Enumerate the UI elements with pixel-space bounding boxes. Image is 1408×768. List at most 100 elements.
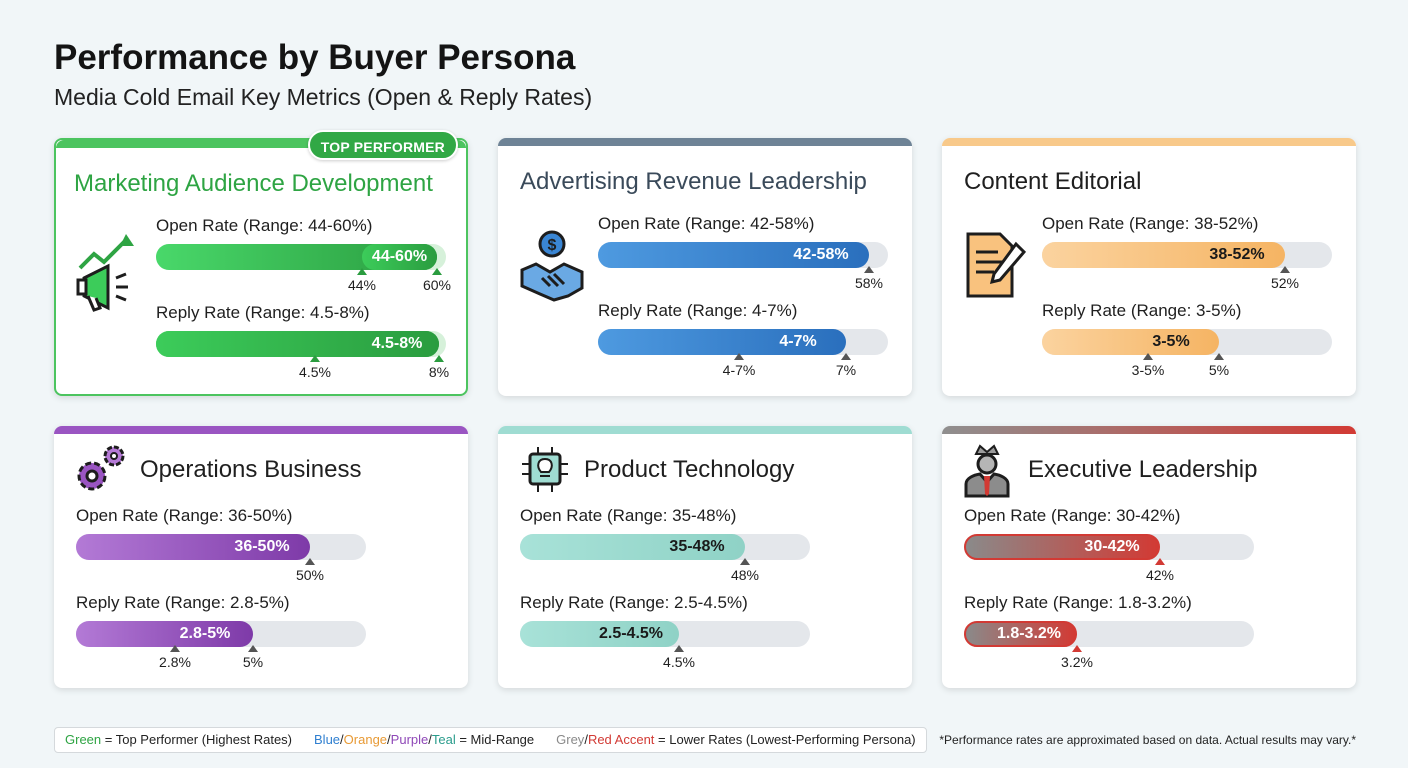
reply-rate-marker bbox=[1072, 645, 1082, 652]
footnote: *Performance rates are approximated base… bbox=[939, 733, 1356, 747]
card-accent-bar bbox=[498, 426, 912, 434]
open-rate-marker bbox=[1155, 558, 1165, 565]
reply-rate-label: Reply Rate (Range: 4.5-8%) bbox=[156, 303, 370, 322]
open-rate-tick-label: 42% bbox=[1145, 567, 1175, 583]
legend-sep: / bbox=[387, 732, 391, 747]
legend-green: Green bbox=[65, 732, 102, 747]
open-rate-track: 35-48% 48% bbox=[520, 534, 810, 583]
open-rate-tick-label: 60% bbox=[422, 277, 452, 293]
reply-rate-track: 2.8-5% 2.8% 5% bbox=[76, 621, 366, 670]
card-accent-bar bbox=[54, 426, 468, 434]
reply-rate-bar bbox=[964, 621, 1077, 647]
reply-rate-track: 1.8-3.2% 3.2% bbox=[964, 621, 1254, 670]
reply-rate-value: 2.8-5% bbox=[179, 625, 231, 642]
legend-sep: / bbox=[340, 732, 344, 747]
reply-rate-bar bbox=[76, 621, 253, 647]
open-rate-label: Open Rate (Range: 44-60%) bbox=[156, 216, 373, 235]
reply-rate-marker bbox=[248, 645, 258, 652]
gears-icon bbox=[74, 444, 128, 499]
reply-rate-tick-label: 2.8% bbox=[159, 654, 191, 670]
legend-teal: Teal bbox=[431, 732, 456, 747]
reply-rate-marker bbox=[434, 355, 444, 362]
reply-rate-track: 4.5-8% 4.5% 8% bbox=[156, 331, 449, 380]
card-accent-bar bbox=[942, 426, 1356, 434]
legend-red: Red Accent bbox=[587, 732, 655, 747]
legend-top-text: = Top Performer (Highest Rates) bbox=[101, 732, 293, 747]
svg-text:$: $ bbox=[548, 237, 557, 254]
open-rate-tick-label: 48% bbox=[730, 567, 760, 583]
persona-title: Content Editorial bbox=[964, 168, 1142, 195]
persona-title: Operations Business bbox=[140, 456, 362, 483]
legend-grey: Grey bbox=[556, 732, 585, 747]
open-rate-track: 38-52% 52% bbox=[1042, 242, 1332, 291]
legend-sep: / bbox=[584, 732, 588, 747]
reply-rate-bar bbox=[520, 621, 679, 647]
reply-rate-marker bbox=[310, 355, 320, 362]
open-rate-marker bbox=[1280, 266, 1290, 273]
crowned-executive-icon bbox=[962, 444, 1012, 503]
card-accent-bar bbox=[56, 140, 466, 148]
reply-rate-label: Reply Rate (Range: 3-5%) bbox=[1042, 301, 1242, 320]
reply-rate-value: 2.5-4.5% bbox=[598, 625, 664, 642]
reply-rate-label: Reply Rate (Range: 2.8-5%) bbox=[76, 593, 290, 612]
legend-mid-text: = Mid-Range bbox=[455, 732, 535, 747]
reply-rate-tick-label: 3.2% bbox=[1061, 654, 1093, 670]
open-rate-value: 38-52% bbox=[1209, 246, 1265, 263]
reply-rate-marker bbox=[170, 645, 180, 652]
legend-orange: Orange bbox=[343, 732, 388, 747]
reply-rate-marker bbox=[674, 645, 684, 652]
reply-rate-tick-label: 7% bbox=[835, 362, 857, 378]
reply-rate-tick-label: 4.5% bbox=[299, 364, 331, 380]
megaphone-growth-icon bbox=[76, 232, 142, 317]
reply-rate-range-segment bbox=[156, 331, 439, 357]
reply-rate-bar bbox=[1042, 329, 1219, 355]
open-rate-bar bbox=[964, 534, 1160, 560]
reply-rate-label: Reply Rate (Range: 4-7%) bbox=[598, 301, 798, 320]
card-accent-bar bbox=[942, 138, 1356, 146]
reply-rate-value: 4.5-8% bbox=[371, 335, 423, 352]
reply-rate-value: 3-5% bbox=[1152, 333, 1190, 350]
handshake-dollar-icon: $ bbox=[520, 230, 586, 307]
top-performer-badge: TOP PERFORMER bbox=[307, 130, 458, 160]
open-rate-value: 44-60% bbox=[371, 248, 428, 265]
open-rate-tick-label: 52% bbox=[1270, 275, 1300, 291]
reply-rate-track: 2.5-4.5% 4.5% bbox=[520, 621, 810, 670]
open-rate-value: 36-50% bbox=[234, 538, 290, 555]
open-rate-label: Open Rate (Range: 30-42%) bbox=[964, 506, 1181, 525]
open-rate-marker bbox=[864, 266, 874, 273]
reply-rate-value: 1.8-3.2% bbox=[996, 625, 1062, 642]
open-rate-label: Open Rate (Range: 38-52%) bbox=[1042, 214, 1259, 233]
open-rate-track: 30-42% 42% bbox=[964, 534, 1254, 583]
card-accent-bar bbox=[498, 138, 912, 146]
open-rate-bar bbox=[520, 534, 745, 560]
reply-rate-marker bbox=[1214, 353, 1224, 360]
reply-rate-tick-label: 3-5% bbox=[1131, 362, 1165, 378]
reply-rate-track: 4-7% 4-7% 7% bbox=[598, 329, 888, 378]
open-rate-label: Open Rate (Range: 35-48%) bbox=[520, 506, 737, 525]
open-rate-bar bbox=[76, 534, 310, 560]
reply-rate-tick-label: 5% bbox=[242, 654, 264, 670]
persona-card: Executive Leadership Open Rate (Range: 30… bbox=[942, 426, 1356, 688]
color-legend: Green = Top Performer (Highest Rates) Blu… bbox=[54, 727, 927, 753]
legend-purple: Purple bbox=[390, 732, 429, 747]
reply-rate-track: 3-5% 3-5% 5% bbox=[1042, 329, 1332, 378]
open-rate-marker bbox=[432, 268, 442, 275]
persona-card: TOP PERFORMER Marketing Audience Developm… bbox=[54, 130, 468, 396]
reply-rate-label: Reply Rate (Range: 2.5-4.5%) bbox=[520, 593, 748, 612]
open-rate-bar bbox=[598, 242, 869, 268]
reply-rate-label: Reply Rate (Range: 1.8-3.2%) bbox=[964, 593, 1192, 612]
persona-title: Advertising Revenue Leadership bbox=[520, 168, 867, 195]
open-rate-label: Open Rate (Range: 42-58%) bbox=[598, 214, 815, 233]
open-rate-tick-label: 44% bbox=[347, 277, 377, 293]
reply-rate-bar bbox=[598, 329, 846, 355]
reply-rate-tick-label: 4-7% bbox=[722, 362, 756, 378]
open-rate-track: 36-50% 50% bbox=[76, 534, 366, 583]
reply-rate-marker bbox=[1143, 353, 1153, 360]
reply-rate-marker bbox=[734, 353, 744, 360]
open-rate-marker bbox=[357, 268, 367, 275]
legend-low-text: = Lower Rates (Lowest-Performing Persona… bbox=[654, 732, 916, 747]
open-rate-value: 30-42% bbox=[1084, 538, 1140, 555]
legend-blue: Blue bbox=[314, 732, 341, 747]
persona-title: Marketing Audience Development bbox=[74, 170, 433, 197]
reply-rate-tick-label: 4.5% bbox=[663, 654, 695, 670]
